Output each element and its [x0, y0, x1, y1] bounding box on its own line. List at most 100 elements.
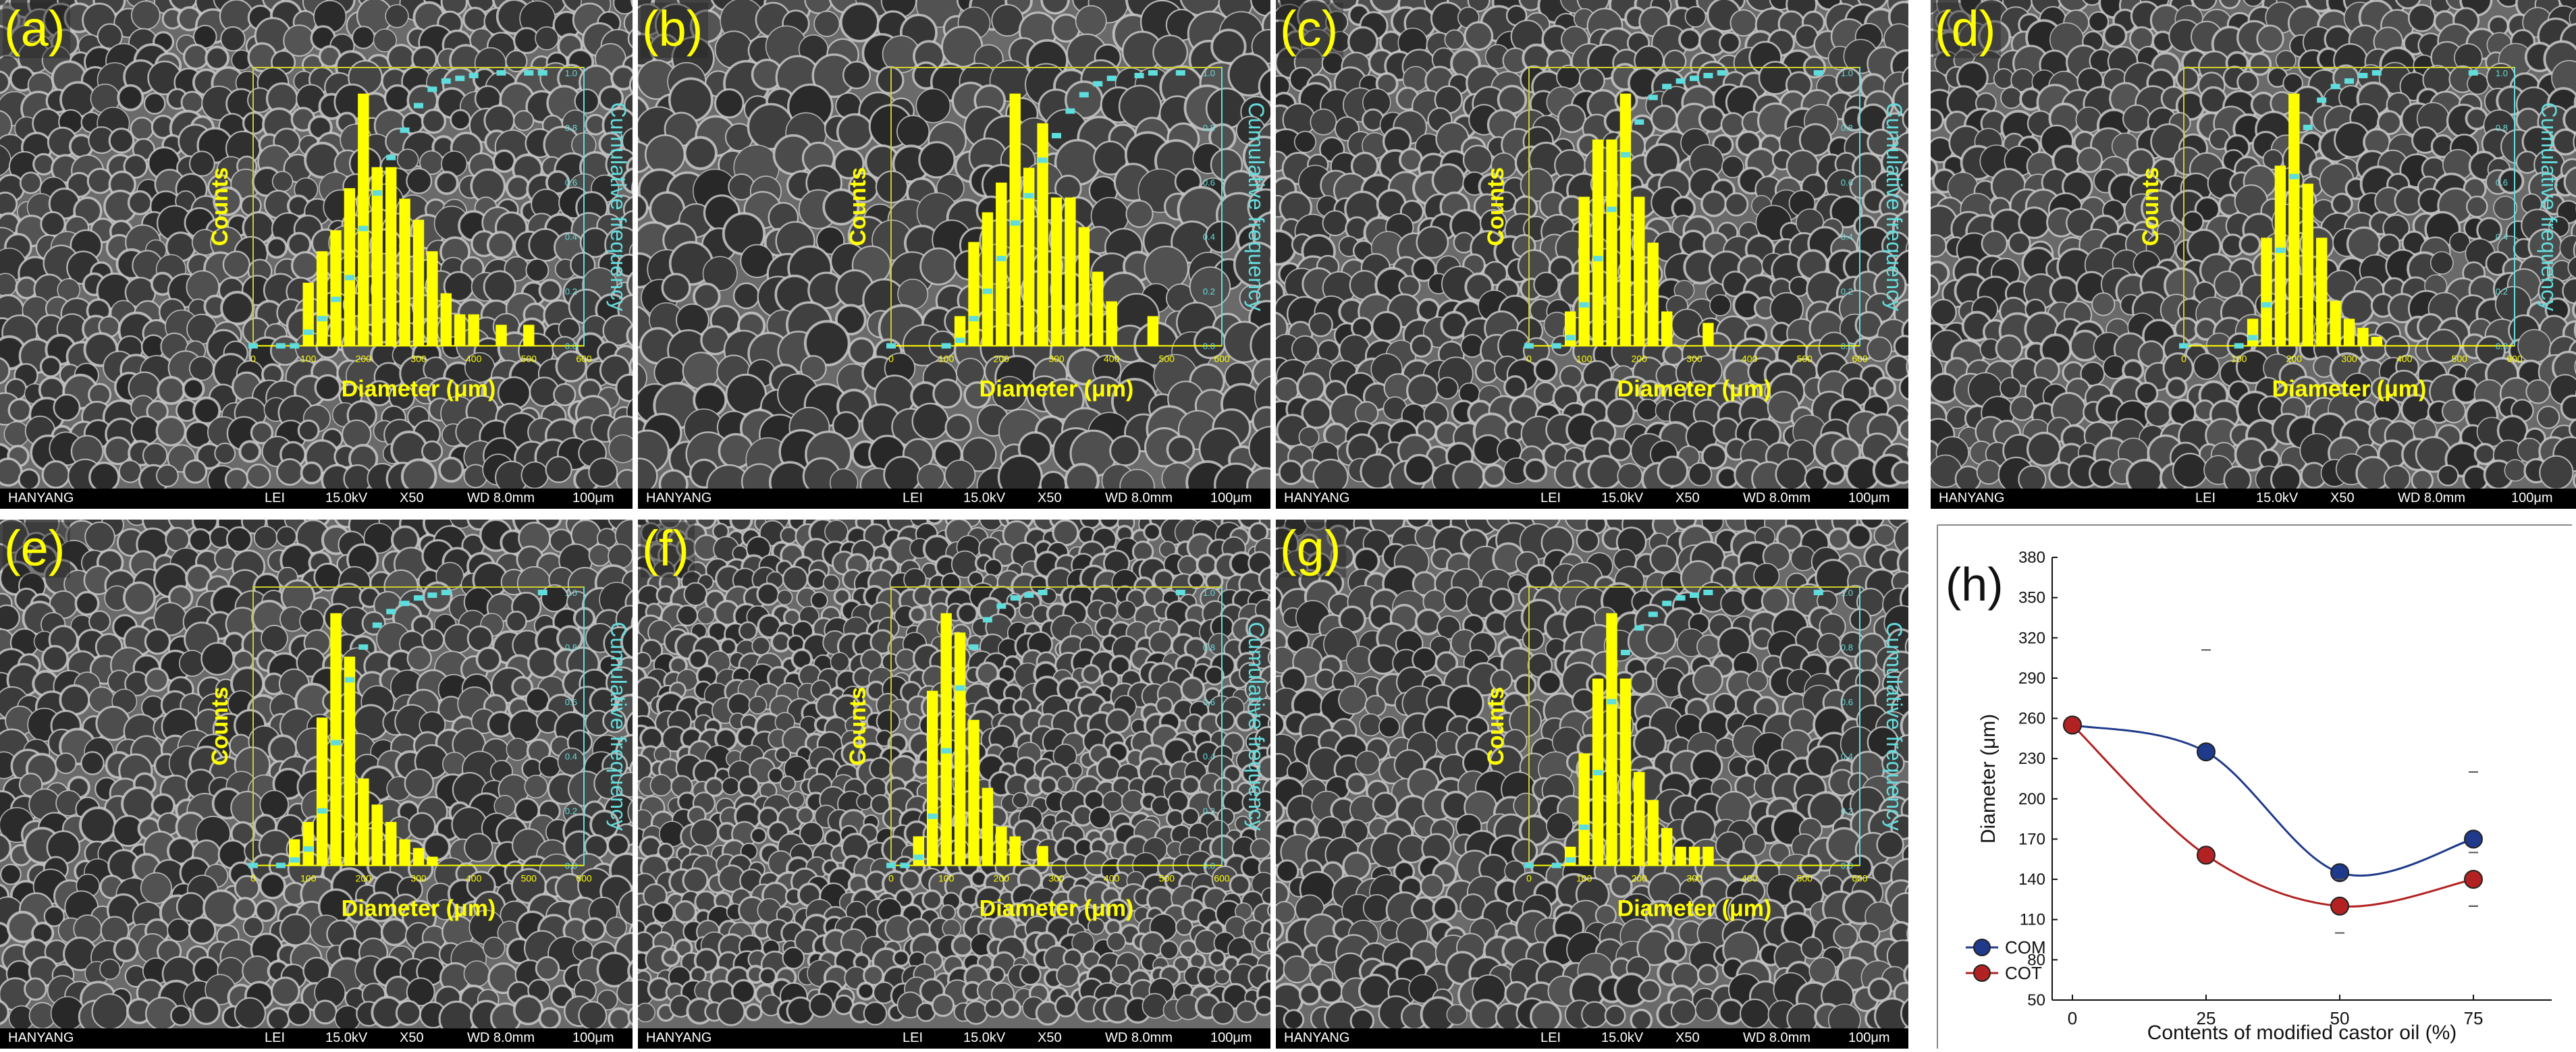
histogram-bar: [1037, 846, 1048, 866]
y2-tick-label: 0.8: [1203, 123, 1215, 133]
x-tick-label: 400: [1742, 354, 1758, 364]
cumulative-point: [414, 103, 423, 109]
cumulative-point: [2289, 174, 2299, 179]
histogram-bar: [1634, 197, 1644, 346]
cumulative-point: [2331, 84, 2340, 89]
histogram-bar: [317, 251, 327, 345]
x-tick-label: 300: [2341, 354, 2357, 364]
cumulative-point: [2469, 70, 2478, 76]
sem-info-bar: HANYANG LEI 15.0kV X50 WD 8.0mm 100μm: [1276, 489, 1908, 509]
cumulative-point: [2248, 335, 2257, 340]
sem-mag: X50: [1038, 491, 1062, 506]
cumulative-point: [928, 814, 937, 819]
y2-axis-title: Cumulative frequency: [1244, 103, 1268, 311]
y2-tick-label: 1.0: [1841, 68, 1853, 78]
x-tick-label: 600: [1214, 873, 1230, 884]
cumulative-point: [276, 343, 286, 349]
x-tick-label: 600: [576, 354, 592, 364]
cumulative-point: [427, 86, 437, 92]
cumulative-point: [373, 623, 382, 628]
cumulative-point: [2344, 78, 2354, 84]
y2-tick-label: 0.4: [1203, 232, 1215, 242]
sem-scale: 100μm: [572, 1030, 614, 1046]
sem-mag: X50: [2330, 491, 2355, 506]
histogram-bar: [2371, 337, 2382, 345]
sem-scale: 100μm: [1210, 491, 1252, 506]
y2-tick-label: 0.8: [1203, 642, 1215, 653]
cumulative-point: [1814, 70, 1823, 76]
histogram-bar: [1620, 94, 1631, 346]
x-tick-label: 400: [466, 873, 482, 884]
cumulative-point: [886, 343, 896, 349]
cumulative-point: [386, 609, 396, 614]
x-tick-label: 300: [410, 354, 427, 364]
histogram-bar: [1051, 198, 1062, 346]
sem-info-bar: HANYANG LEI 15.0kV X50 WD 8.0mm 100μm: [638, 489, 1270, 509]
y-axis-title: Counts: [1483, 167, 1509, 246]
x-tick-label: 600: [1214, 354, 1230, 364]
x-tick-label: 0: [250, 354, 256, 364]
cumulative-point: [996, 256, 1006, 261]
histogram-bar: [2247, 319, 2258, 345]
sem-wd: WD 8.0mm: [1105, 1030, 1173, 1046]
y2-tick-label: 0.0: [1203, 861, 1215, 871]
sem-org: HANYANG: [8, 1030, 74, 1046]
sem-detector: LEI: [265, 491, 285, 506]
histogram-bar: [2330, 301, 2340, 346]
histogram-bar: [303, 822, 314, 865]
sem-detector: LEI: [903, 491, 923, 506]
x-tick-label: 0: [888, 354, 894, 364]
histogram-bar: [1592, 140, 1603, 346]
y2-tick-label: 0.8: [565, 123, 577, 133]
y2-axis-title: Cumulative frequency: [1244, 622, 1268, 831]
cumulative-point: [317, 808, 327, 814]
x-tick-label: 300: [1048, 354, 1065, 364]
cumulative-point: [400, 601, 410, 606]
y-axis-title: Counts: [207, 687, 233, 766]
x-tick-label: 300: [1048, 873, 1065, 884]
histogram-bar: [303, 283, 314, 346]
y2-tick-label: 0.2: [1203, 287, 1215, 297]
y2-tick-label: 0.8: [2496, 123, 2508, 133]
sem-org: HANYANG: [1939, 491, 2004, 506]
x-tick-label: 500: [2452, 354, 2468, 364]
y2-tick-label: 1.0: [1203, 68, 1215, 78]
histogram-bar: [1579, 197, 1590, 346]
histogram-bar: [427, 251, 437, 345]
x-tick-label: 100: [938, 354, 955, 364]
cumulative-point: [1634, 119, 1644, 125]
sem-wd: WD 8.0mm: [2398, 491, 2465, 506]
x-tick-label: 200: [356, 354, 372, 364]
cumulative-point: [1662, 84, 1671, 89]
y2-tick-label: 1.0: [2496, 68, 2508, 78]
cumulative-point: [1038, 590, 1048, 595]
cumulative-point: [2179, 343, 2189, 349]
cumulative-point: [1176, 590, 1185, 595]
histogram-bar: [968, 720, 979, 866]
sem-info-bar: HANYANG LEI 15.0kV X50 WD 8.0mm 100μm: [0, 1028, 633, 1049]
y2-tick-label: 0.6: [2496, 177, 2508, 188]
cumulative-point: [469, 73, 479, 78]
cumulative-point: [983, 617, 992, 622]
x-tick-label: 100: [300, 873, 317, 884]
y2-axis-title: Cumulative frequency: [2537, 103, 2561, 311]
y-axis-title: Counts: [2138, 167, 2164, 246]
histogram-bar: [2261, 238, 2272, 345]
x-tick-label: 400: [466, 354, 482, 364]
cumulative-point: [1607, 206, 1617, 212]
cumulative-point: [290, 857, 299, 862]
cumulative-point: [942, 748, 951, 754]
histogram-bar: [1148, 316, 1158, 346]
histogram-bar: [385, 822, 396, 865]
cumulative-point: [1621, 152, 1630, 157]
cumulative-point: [1011, 595, 1020, 601]
x-axis-title: Diameter (μm): [342, 377, 496, 402]
cumulative-point: [1107, 76, 1117, 81]
